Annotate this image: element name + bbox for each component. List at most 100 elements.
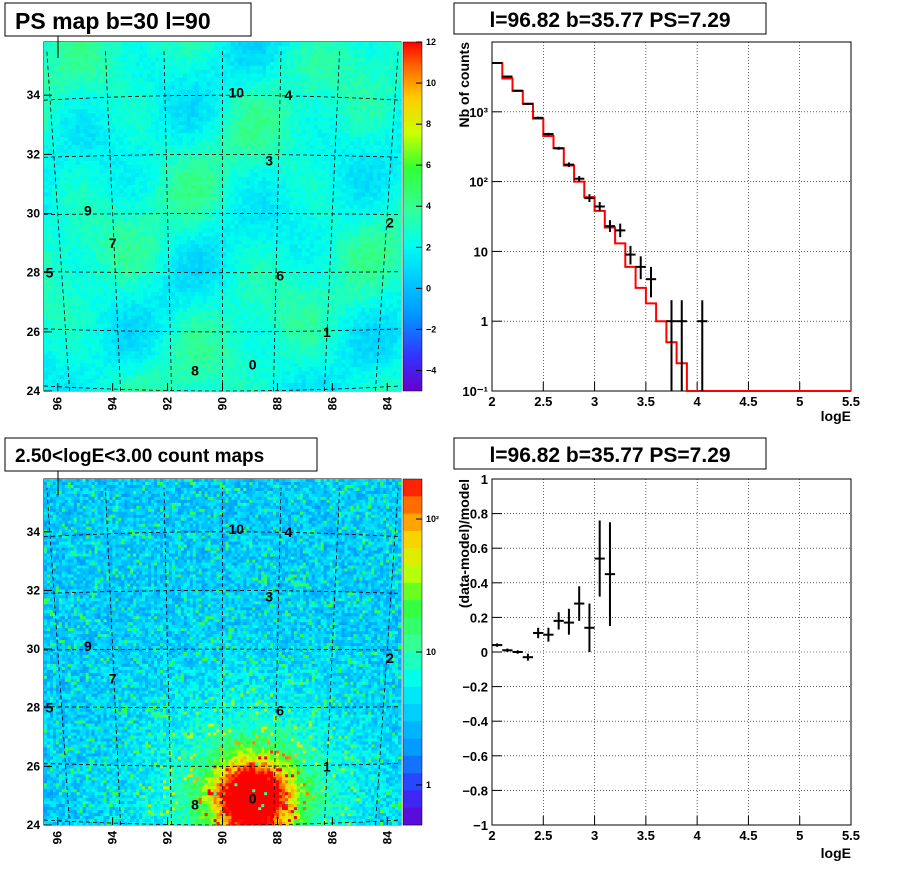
map-cell: [397, 236, 402, 241]
map-cell: [111, 73, 116, 78]
map-cell: [163, 133, 168, 138]
map-cell: [305, 49, 311, 55]
map-cell: [63, 204, 69, 209]
map-cell: [377, 172, 382, 178]
map-cell: [397, 172, 402, 178]
map-cell: [95, 184, 100, 190]
map-cell: [151, 145, 156, 150]
map-cell: [87, 137, 92, 142]
map-cell: [190, 133, 196, 138]
map-cell: [357, 49, 362, 55]
map-cell: [353, 61, 358, 67]
map-cell: [246, 149, 251, 154]
map-cell: [214, 81, 219, 86]
map-cell: [170, 101, 176, 106]
map-cell: [174, 236, 180, 241]
map-cell: [123, 224, 128, 229]
map-cell: [178, 117, 184, 122]
map-cell: [313, 125, 318, 130]
map-cell: [282, 212, 287, 217]
map-cell: [325, 65, 330, 71]
map-cell: [278, 212, 283, 217]
map-cell: [373, 49, 378, 55]
map-cell: [246, 204, 251, 209]
map-cell: [242, 117, 247, 122]
map-cell: [274, 256, 279, 261]
map-cell: [325, 69, 330, 75]
map-cell: [91, 200, 96, 205]
map-cell: [250, 168, 255, 174]
map-cell: [361, 109, 366, 114]
map-cell: [103, 220, 108, 225]
map-cell: [186, 137, 192, 142]
map-cell: [389, 77, 394, 82]
map-cell: [170, 188, 176, 194]
map-cell: [135, 137, 140, 142]
map-cell: [282, 45, 287, 51]
map-cell: [301, 184, 307, 190]
map-cell: [357, 160, 362, 166]
map-cell: [170, 49, 176, 55]
map-cell: [278, 81, 283, 86]
map-cell: [258, 109, 263, 114]
map-cell: [95, 224, 100, 229]
map-cell: [325, 208, 330, 213]
map-cell: [385, 129, 390, 134]
map-cell: [51, 228, 57, 233]
map-cell: [393, 160, 398, 166]
map-cell: [238, 97, 243, 102]
map-cell: [159, 216, 164, 221]
map-cell: [214, 224, 219, 229]
map-cell: [325, 93, 330, 98]
map-cell: [71, 137, 77, 142]
map-cell: [178, 149, 184, 154]
map-cell: [377, 42, 382, 47]
map-cell: [44, 42, 49, 47]
map-cell: [178, 200, 184, 205]
map-cell: [135, 216, 140, 221]
map-cell: [190, 49, 196, 55]
map-cell: [107, 200, 112, 205]
map-cell: [198, 232, 203, 237]
map-cell: [123, 141, 128, 146]
map-cell: [242, 129, 247, 134]
map-cell: [234, 65, 239, 71]
map-cell: [282, 240, 287, 245]
map-cell: [309, 145, 315, 150]
map-cell: [361, 216, 366, 221]
map-cell: [357, 200, 362, 205]
map-cell: [103, 244, 108, 249]
map-cell: [317, 220, 322, 225]
map-cell: [174, 45, 180, 51]
map-cell: [163, 176, 168, 182]
map-cell: [262, 42, 267, 47]
map-cell: [282, 192, 287, 197]
map-cell: [123, 137, 128, 142]
map-cell: [143, 200, 148, 205]
map-cell: [289, 65, 295, 71]
map-cell: [111, 216, 116, 221]
map-cell: [55, 232, 61, 237]
map-cell: [222, 81, 227, 86]
map-cell: [297, 81, 303, 86]
map-cell: [282, 101, 287, 106]
map-cell: [389, 208, 394, 213]
map-cell: [202, 109, 207, 114]
map-cell: [333, 69, 338, 75]
map-cell: [143, 117, 148, 122]
map-cell: [389, 129, 394, 134]
map-cell: [325, 232, 330, 237]
map-cell: [123, 77, 128, 82]
map-cell: [293, 252, 299, 257]
map-cell: [325, 180, 330, 186]
map-cell: [373, 53, 378, 59]
map-cell: [301, 85, 307, 90]
map-cell: [119, 137, 124, 142]
map-cell: [79, 256, 84, 261]
map-cell: [262, 141, 267, 146]
map-cell: [393, 129, 398, 134]
map-cell: [230, 45, 235, 51]
map-cell: [246, 220, 251, 225]
map-cell: [83, 240, 88, 245]
map-cell: [155, 42, 160, 47]
